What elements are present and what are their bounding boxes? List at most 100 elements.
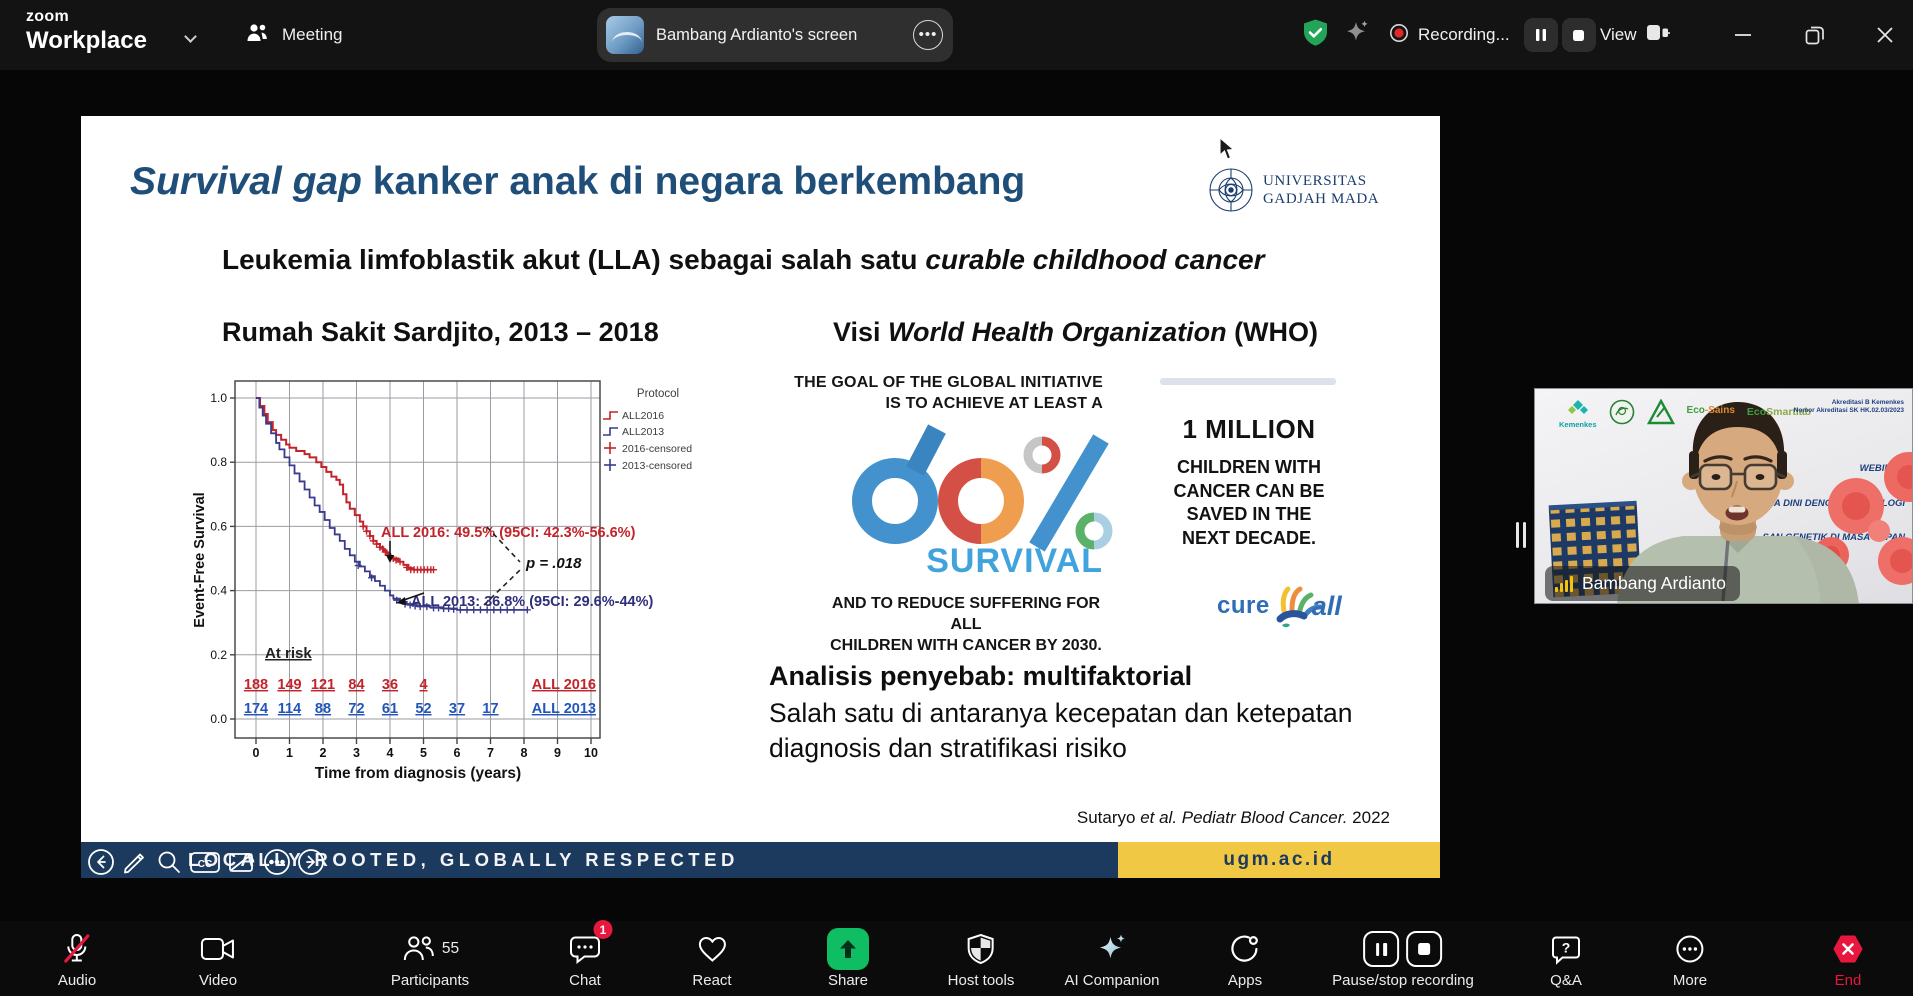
- who-heading-pre: Visi: [833, 317, 889, 347]
- more-label: More: [1672, 972, 1708, 989]
- svg-text:36: 36: [382, 677, 398, 693]
- ai-companion-label: AI Companion: [1064, 972, 1160, 989]
- close-window-button[interactable]: [1862, 0, 1908, 70]
- video-label: Video: [198, 972, 238, 989]
- titlebar-status-cluster: Recording...: [1301, 0, 1596, 70]
- participants-label: Participants: [390, 972, 470, 989]
- svg-text:37: 37: [449, 701, 465, 717]
- ugm-name-line2: GADJAH MADA: [1263, 191, 1380, 207]
- audio-level-bars-icon: [1555, 575, 1573, 592]
- shared-screen-thumbnail: [606, 16, 644, 54]
- million-line-2: CANCER CAN BE: [1173, 480, 1325, 501]
- who-heading-italic: World Health Organization: [888, 317, 1227, 347]
- end-button[interactable]: End: [1831, 921, 1865, 996]
- previous-slide-icon[interactable]: [86, 847, 116, 877]
- svg-text:2: 2: [320, 746, 327, 760]
- pause-recording-button[interactable]: [1523, 18, 1558, 52]
- participants-button[interactable]: 55 Participants: [391, 921, 469, 996]
- citation: Sutaryo et al. Pediatr Blood Cancer. 202…: [1077, 808, 1390, 828]
- apps-button[interactable]: Apps: [1228, 921, 1262, 996]
- zoom-magnifier-icon[interactable]: [154, 847, 184, 877]
- share-button[interactable]: Share: [827, 921, 869, 996]
- svg-text:CC: CC: [198, 859, 212, 870]
- ugm-name-line1: UNIVERSITAS: [1263, 173, 1367, 189]
- round-institution-logo: [1609, 399, 1634, 425]
- svg-text:4: 4: [419, 677, 427, 693]
- svg-text:Time from diagnosis (years): Time from diagnosis (years): [315, 765, 521, 782]
- slide-title-italic: Survival gap: [130, 160, 362, 203]
- who-goal-line1: THE GOAL OF THE GLOBAL INITIATIVE: [794, 374, 1103, 391]
- webinar-logos-row: Kemenkes Eco-Sains EcoSmartlab: [1559, 399, 1811, 429]
- accreditation-line2: Nomor Akreditasi SK HK.02.03/2023: [1793, 407, 1904, 414]
- survival-label: SURVIVAL: [926, 542, 1103, 580]
- chat-button[interactable]: 1 Chat: [569, 920, 613, 996]
- brand-workplace: Workplace: [26, 27, 147, 54]
- stop-recording-button[interactable]: [1561, 18, 1596, 52]
- heart-icon: [698, 936, 726, 962]
- speaker-video-tile[interactable]: Kemenkes Eco-Sains EcoSmartlab Akreditas…: [1534, 388, 1913, 604]
- audio-button[interactable]: Audio: [58, 921, 96, 996]
- svg-text:84: 84: [348, 677, 364, 693]
- tab-options-ellipsis-icon[interactable]: •••: [913, 20, 943, 50]
- recording-status-label: Recording...: [1418, 25, 1510, 44]
- presentation-slide: Survival gap kanker anak di negara berke…: [81, 116, 1440, 878]
- pause-stop-recording-button[interactable]: Pause/stop recording: [1332, 921, 1474, 996]
- host-tools-button[interactable]: Host tools: [948, 921, 1014, 996]
- who-goal-text: THE GOAL OF THE GLOBAL INITIATIVE IS TO …: [794, 372, 1103, 414]
- participants-count: 55: [441, 940, 460, 957]
- svg-text:6: 6: [454, 746, 461, 760]
- video-button[interactable]: Video: [199, 921, 237, 996]
- mouse-cursor: [1219, 137, 1235, 160]
- pause-recording-icon[interactable]: [1363, 931, 1400, 967]
- closed-caption-icon[interactable]: CC: [188, 847, 222, 877]
- tab-shared-screen-label: Bambang Ardianto's screen: [656, 25, 858, 44]
- svg-text:121: 121: [311, 677, 335, 693]
- million-line-1: CHILDREN WITH: [1177, 457, 1321, 477]
- view-button[interactable]: View: [1600, 0, 1670, 70]
- svg-text:61: 61: [382, 701, 398, 717]
- stop-recording-icon[interactable]: [1406, 931, 1443, 967]
- next-slide-icon[interactable]: [296, 847, 326, 877]
- annotation-toolbar: CC: [86, 847, 326, 877]
- annotation-more-icon[interactable]: [262, 847, 292, 877]
- chat-label: Chat: [569, 972, 601, 989]
- zoom-workplace-logo: zoom Workplace: [26, 8, 147, 55]
- view-layout-icon: [1646, 22, 1670, 49]
- ugm-logo: UNIVERSITAS GADJAH MADA: [1207, 166, 1379, 214]
- share-screen-icon: [827, 928, 869, 970]
- video-panel-resize-handle[interactable]: [1516, 522, 1526, 548]
- svg-text:149: 149: [277, 677, 301, 693]
- security-shield-icon[interactable]: [1301, 18, 1330, 53]
- svg-text:88: 88: [315, 701, 331, 717]
- svg-text:3: 3: [353, 746, 360, 760]
- cureall-logo: cure all: [1217, 581, 1342, 631]
- workspace-chevron-down-icon[interactable]: [184, 30, 197, 43]
- camera-icon: [201, 938, 234, 960]
- end-label: End: [1834, 972, 1862, 989]
- recording-dot-icon: [1388, 22, 1410, 49]
- tab-shared-screen[interactable]: Bambang Ardianto's screen •••: [597, 8, 953, 62]
- ai-sparkle-icon[interactable]: [1344, 18, 1372, 53]
- hide-annotation-icon[interactable]: [226, 847, 258, 877]
- minimize-button[interactable]: [1720, 0, 1766, 70]
- accreditation-text: Akreditasi B Kemenkes Nomor Akreditasi S…: [1794, 399, 1904, 415]
- restore-window-button[interactable]: [1792, 0, 1838, 70]
- svg-text:Event-Free Survival: Event-Free Survival: [192, 492, 208, 627]
- cureall-hand-icon: [1276, 586, 1322, 628]
- section-heading-sardjito: Rumah Sakit Sardjito, 2013 – 2018: [222, 317, 659, 347]
- svg-text:52: 52: [415, 701, 431, 717]
- svg-text:10: 10: [584, 746, 598, 760]
- more-button[interactable]: More: [1673, 921, 1707, 996]
- react-button[interactable]: React: [692, 921, 732, 996]
- qa-button[interactable]: ? Q&A: [1550, 921, 1582, 996]
- sixty-percent-graphic: [852, 424, 1113, 552]
- svg-text:1: 1: [286, 746, 293, 760]
- million-line-3: SAVED IN THE: [1186, 504, 1312, 524]
- end-meeting-icon: [1833, 935, 1863, 963]
- window-titlebar: zoom Workplace Meeting Bambang Ardianto'…: [0, 0, 1913, 70]
- annotate-pen-icon[interactable]: [120, 847, 150, 877]
- tab-meeting[interactable]: Meeting: [244, 0, 342, 70]
- pause-stop-recording-label: Pause/stop recording: [1332, 972, 1474, 989]
- subtitle-italic: curable childhood cancer: [925, 244, 1265, 275]
- ai-companion-button[interactable]: AI Companion: [1064, 921, 1160, 996]
